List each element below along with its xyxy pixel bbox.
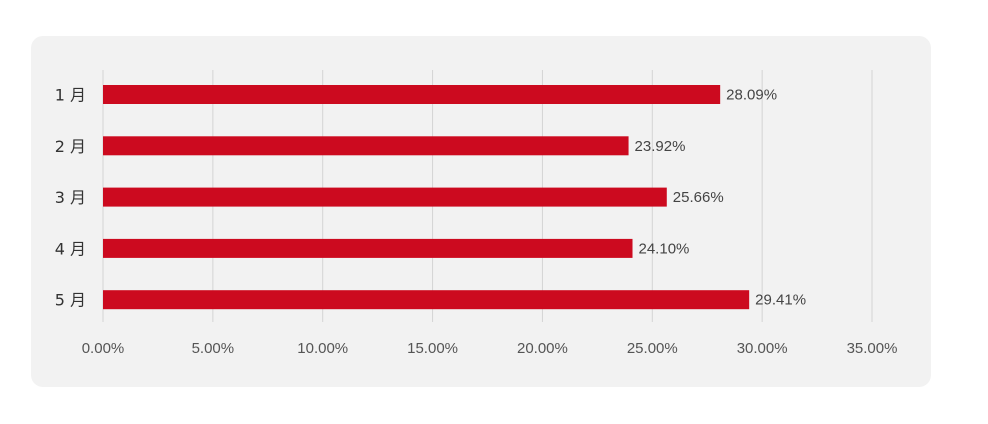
x-tick-label: 35.00% [847,340,898,357]
labels: 0.00% 5.00% 10.00% 15.00% 20.00% 25.00% 30.00%… [55,86,898,358]
category-label: 4 月 [55,239,86,258]
x-tick-label: 30.00% [737,340,788,357]
x-tick-label: 5.00% [192,340,235,357]
data-label: 29.41% [755,292,806,309]
category-label: 2 月 [55,137,86,156]
x-tick-label: 20.00% [517,340,568,357]
x-tick-label: 15.00% [407,340,458,357]
x-tick-label: 10.00% [297,340,348,357]
data-label: 28.09% [726,87,777,104]
x-tick-label: 25.00% [627,340,678,357]
bar [103,238,633,258]
category-label: 5 月 [55,291,86,310]
data-label: 23.92% [635,138,686,155]
x-tick-label: 0.00% [82,340,125,357]
category-label: 3 月 [55,188,86,207]
bar [103,136,629,156]
bar [103,290,750,310]
bar [103,85,721,104]
bars [103,85,750,310]
data-label: 24.10% [639,240,690,257]
bar [103,187,667,207]
data-label: 25.66% [673,189,724,206]
category-label: 1 月 [55,86,86,105]
